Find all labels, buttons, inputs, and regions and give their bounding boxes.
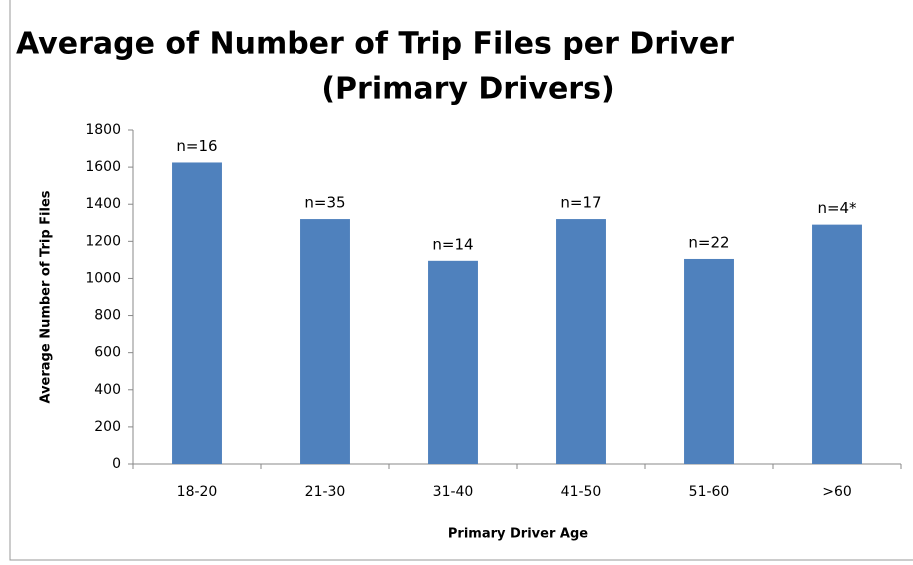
bar-annotation: n=35 — [304, 194, 345, 212]
bar-annotation: n=17 — [560, 194, 601, 212]
y-tick-label: 0 — [112, 456, 121, 472]
x-tick-label: 18-20 — [177, 484, 218, 500]
x-tick-label: 41-50 — [561, 484, 602, 500]
bar-annotation: n=14 — [432, 235, 473, 253]
bar — [556, 219, 606, 464]
y-tick-label: 600 — [94, 345, 121, 361]
bar — [812, 224, 862, 464]
y-tick-label: 1200 — [85, 233, 121, 249]
x-tick-label: 51-60 — [689, 484, 730, 500]
bar-annotation: n=4* — [817, 199, 857, 217]
y-tick-label: 1600 — [85, 159, 121, 175]
y-tick-label: 1800 — [85, 122, 121, 138]
chart-frame — [9, 0, 913, 561]
x-tick-label: 31-40 — [433, 484, 474, 500]
x-axis-title: Primary Driver Age — [448, 527, 588, 542]
bar — [172, 162, 222, 464]
y-tick-label: 1400 — [85, 196, 121, 212]
y-tick-label: 400 — [94, 382, 121, 398]
x-tick-label: >60 — [822, 484, 852, 500]
y-tick-label: 800 — [94, 308, 121, 324]
bar — [684, 258, 734, 464]
chart-subtitle: (Primary Drivers) — [321, 72, 614, 107]
y-axis-title: Average Number of Trip Files — [39, 190, 54, 403]
x-tick-label: 21-30 — [305, 484, 346, 500]
bar-annotation: n=22 — [688, 233, 729, 251]
y-tick-label: 200 — [94, 419, 121, 435]
y-tick-label: 1000 — [85, 270, 121, 286]
bar-annotation: n=16 — [176, 137, 217, 155]
bar — [300, 219, 350, 464]
bar — [428, 260, 478, 464]
chart-title: Average of Number of Trip Files per Driv… — [16, 27, 734, 62]
